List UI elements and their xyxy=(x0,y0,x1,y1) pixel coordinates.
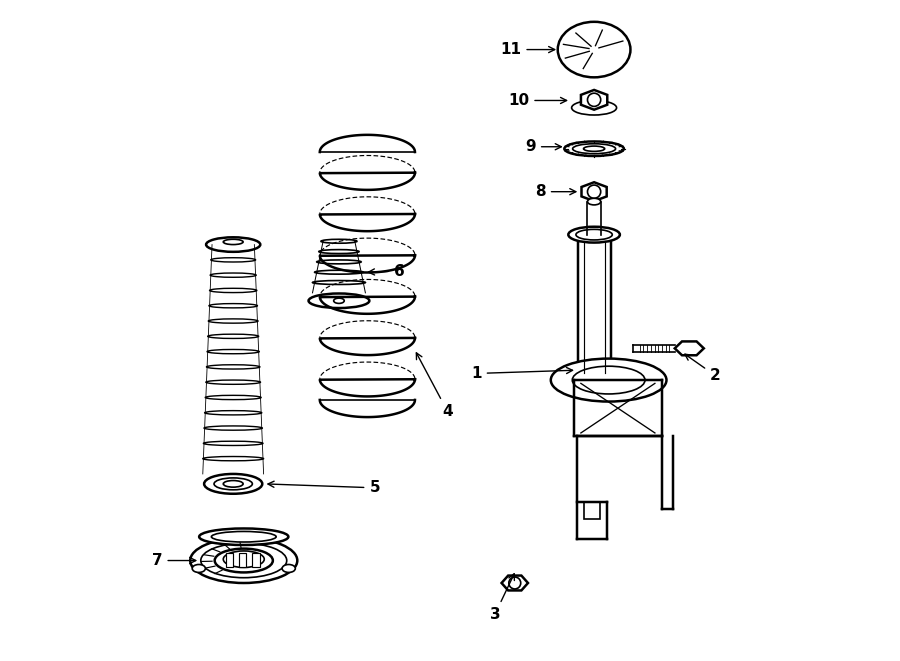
Bar xyxy=(226,553,233,567)
Ellipse shape xyxy=(588,198,600,205)
Text: 3: 3 xyxy=(490,574,515,622)
Text: 2: 2 xyxy=(685,354,721,383)
Bar xyxy=(239,553,247,567)
Ellipse shape xyxy=(204,410,262,415)
Ellipse shape xyxy=(572,100,616,115)
Text: 6: 6 xyxy=(368,264,405,278)
Text: 10: 10 xyxy=(508,93,567,108)
Ellipse shape xyxy=(205,395,261,400)
Ellipse shape xyxy=(564,141,624,156)
Ellipse shape xyxy=(206,380,260,384)
Ellipse shape xyxy=(209,303,257,308)
Ellipse shape xyxy=(204,426,263,430)
Ellipse shape xyxy=(282,564,295,572)
Ellipse shape xyxy=(199,529,288,545)
Bar xyxy=(578,235,610,380)
Polygon shape xyxy=(581,182,607,201)
Text: 5: 5 xyxy=(268,481,380,495)
Ellipse shape xyxy=(211,273,256,278)
Text: 8: 8 xyxy=(536,184,576,199)
Polygon shape xyxy=(583,502,600,519)
Ellipse shape xyxy=(309,293,369,308)
Ellipse shape xyxy=(223,481,243,487)
Ellipse shape xyxy=(207,350,259,354)
Text: 1: 1 xyxy=(472,366,572,381)
Ellipse shape xyxy=(551,358,667,401)
Ellipse shape xyxy=(206,237,260,252)
Ellipse shape xyxy=(208,334,258,338)
Ellipse shape xyxy=(312,280,365,284)
Polygon shape xyxy=(580,90,608,110)
Ellipse shape xyxy=(190,538,297,583)
Ellipse shape xyxy=(321,239,357,243)
Ellipse shape xyxy=(210,288,256,293)
Text: 7: 7 xyxy=(152,553,196,568)
Ellipse shape xyxy=(558,22,631,77)
Ellipse shape xyxy=(203,441,263,446)
Ellipse shape xyxy=(568,227,620,243)
Ellipse shape xyxy=(319,250,359,254)
Ellipse shape xyxy=(202,457,264,461)
Text: 4: 4 xyxy=(417,353,453,418)
Ellipse shape xyxy=(212,243,255,247)
Ellipse shape xyxy=(315,270,364,274)
Ellipse shape xyxy=(193,564,205,572)
Ellipse shape xyxy=(204,474,262,494)
Ellipse shape xyxy=(317,260,361,264)
Ellipse shape xyxy=(208,319,258,323)
Text: 11: 11 xyxy=(500,42,554,57)
Bar xyxy=(252,553,259,567)
Ellipse shape xyxy=(215,549,273,572)
Polygon shape xyxy=(675,342,704,355)
Ellipse shape xyxy=(211,258,256,262)
Ellipse shape xyxy=(206,365,260,369)
Polygon shape xyxy=(501,576,528,590)
Text: 9: 9 xyxy=(526,139,562,154)
